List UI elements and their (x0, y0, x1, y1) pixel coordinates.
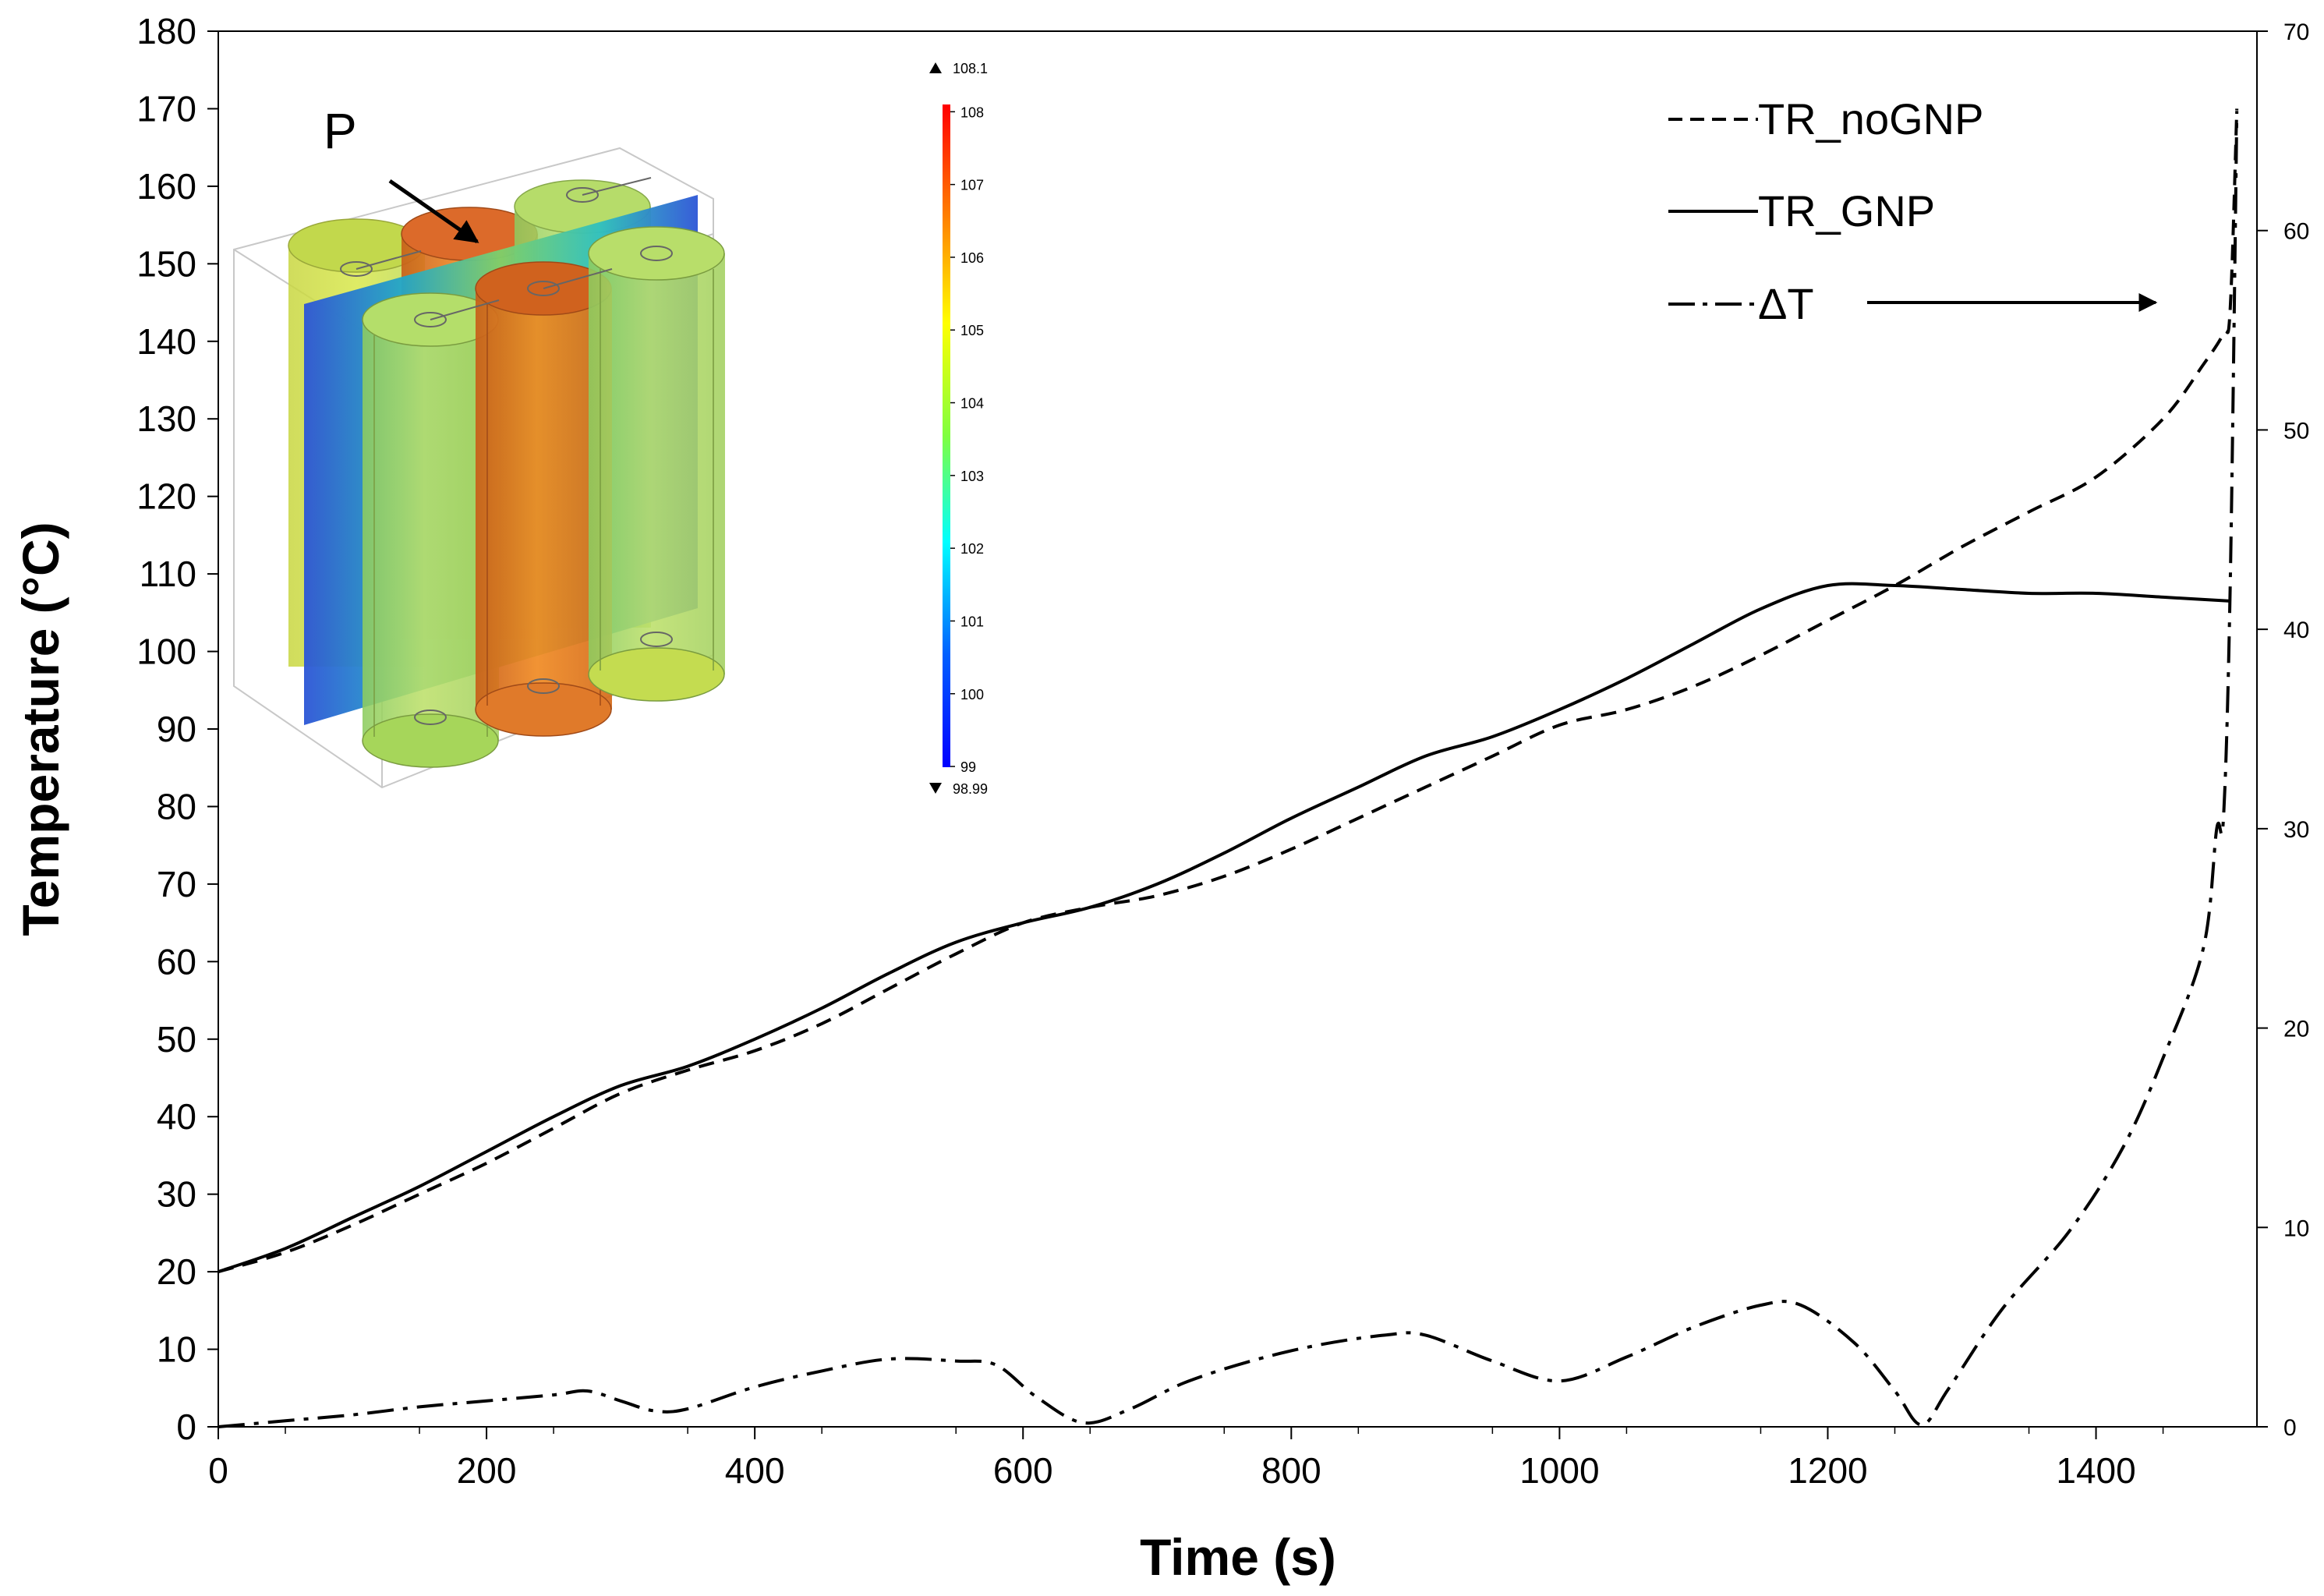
y2-axis-ticks: 0 10 20 30 40 50 60 70 (2257, 19, 2309, 1441)
y-tick-label: 130 (136, 398, 196, 439)
y-tick-label: 90 (157, 709, 196, 749)
y2-tick-label: 60 (2283, 219, 2309, 245)
y2-tick-label: 30 (2283, 817, 2309, 843)
series-layer (218, 108, 2239, 1428)
battery-module-inset: P (233, 103, 725, 789)
x-tick-label: 0 (208, 1450, 228, 1491)
x-axis-ticks: 0 200 400 600 800 1000 1200 1400 (208, 1427, 2164, 1491)
cell-front-right (588, 226, 725, 702)
colorbar-tick-label: 102 (960, 541, 984, 557)
colorbar-max-label: 108.1 (953, 61, 988, 76)
series-line-tr-nognp (218, 108, 2239, 1274)
y2-tick-label: 0 (2283, 1415, 2297, 1441)
colorbar-gradient (943, 104, 950, 767)
arrow-right-icon (388, 179, 479, 244)
y-tick-label: 40 (157, 1096, 196, 1137)
triangle-down-icon (929, 783, 942, 794)
y-axis-ticks: 0 10 20 30 40 50 60 70 80 90 100 110 120 130 140 150 160… (136, 11, 218, 1447)
y2-tick-label: 40 (2283, 618, 2309, 643)
x-tick-label: 600 (993, 1450, 1053, 1491)
y-tick-label: 150 (136, 243, 196, 284)
y-tick-label: 60 (157, 941, 196, 982)
y-tick-label: 80 (157, 786, 196, 826)
x-tick-label: 1400 (2056, 1450, 2135, 1491)
y-tick-label: 160 (136, 166, 196, 207)
legend-label-tr-gnp: TR_GNP (1758, 186, 1935, 235)
legend-label-delta-t: ΔT (1758, 279, 1814, 328)
y2-tick-label: 70 (2283, 19, 2309, 45)
colorbar-tick-label: 104 (960, 396, 984, 412)
y-tick-label: 110 (140, 554, 196, 594)
y-axis-title: Temperature (°C) (12, 522, 69, 936)
colorbar-tick-label: 99 (960, 759, 976, 775)
triangle-up-icon (929, 62, 942, 73)
x-tick-label: 1000 (1519, 1450, 1599, 1491)
x-tick-label: 200 (457, 1450, 517, 1491)
colorbar-tick-label: 100 (960, 687, 984, 702)
colorbar-ticks: 108 107 106 105 104 103 102 101 100 99 (950, 104, 984, 775)
hot-cell-label: P (324, 103, 357, 159)
colorbar-tick-label: 105 (960, 323, 984, 338)
y2-tick-label: 20 (2283, 1017, 2309, 1042)
cell-terminals (340, 177, 673, 725)
colorbar-tick-label: 101 (960, 614, 984, 629)
y-tick-label: 10 (157, 1329, 196, 1370)
y-tick-label: 140 (136, 321, 196, 362)
x-tick-label: 400 (725, 1450, 785, 1491)
series-line-tr-gnp (218, 582, 2230, 1273)
legend: TR_noGNP TR_GNP ΔT (1668, 94, 2158, 328)
colorbar-tick-label: 108 (960, 104, 984, 120)
y-tick-label: 180 (136, 11, 196, 51)
y-tick-label: 30 (157, 1174, 196, 1215)
x-tick-label: 1200 (1788, 1450, 1867, 1491)
colorbar-tick-label: 103 (960, 469, 984, 484)
y-tick-label: 50 (157, 1019, 196, 1060)
y-tick-label: 20 (157, 1251, 196, 1292)
x-tick-label: 800 (1261, 1450, 1321, 1491)
y-tick-label: 120 (136, 476, 196, 517)
colorbar-tick-label: 106 (960, 250, 984, 266)
temperature-colorbar: 108.1 108 107 106 105 104 103 102 101 100 99 98.9… (929, 61, 988, 797)
colorbar-min-label: 98.99 (953, 781, 988, 797)
y-tick-label: 170 (136, 88, 196, 129)
y-tick-label: 0 (176, 1407, 196, 1447)
y2-tick-label: 50 (2283, 418, 2309, 444)
y-tick-label: 70 (157, 864, 196, 904)
series-line-delta-t (218, 111, 2239, 1428)
y-tick-label: 100 (136, 632, 196, 672)
y2-tick-label: 10 (2283, 1216, 2309, 1241)
legend-label-tr-nognp: TR_noGNP (1758, 94, 1983, 143)
x-axis-title: Time (s) (1140, 1528, 1336, 1586)
colorbar-tick-label: 107 (960, 178, 984, 193)
